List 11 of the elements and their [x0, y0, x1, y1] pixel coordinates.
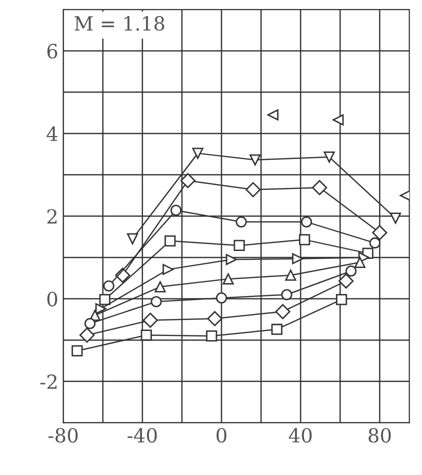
x-tick-label: 80: [368, 428, 391, 443]
x-tick-label: 0: [216, 428, 226, 443]
y-tick-label: 0: [47, 292, 58, 306]
y-tick-label: -2: [40, 374, 57, 389]
y-tick-label: 2: [47, 209, 57, 224]
annotation: M = 1.18: [74, 16, 164, 31]
x-tick-label: 40: [288, 428, 312, 443]
y-tick-label: 4: [46, 126, 58, 141]
y-tick-label: 6: [47, 44, 58, 58]
x-tick-label: -40: [128, 428, 157, 443]
x-tick-label: -80: [48, 428, 78, 443]
